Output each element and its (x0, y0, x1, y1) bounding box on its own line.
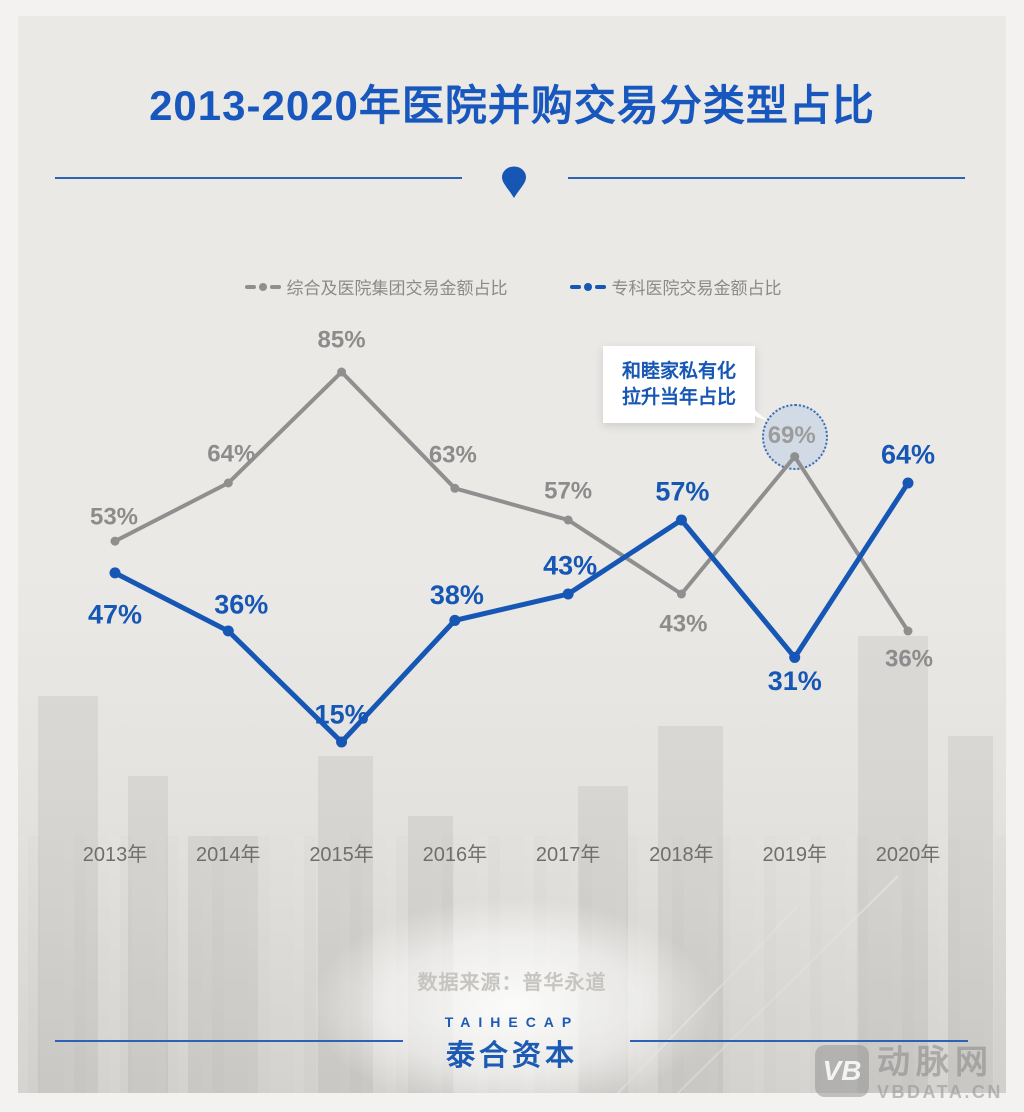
data-label: 43% (543, 550, 597, 580)
data-point (223, 478, 233, 488)
legend-item-comprehensive: 综合及医院集团交易金额占比 (243, 274, 508, 299)
footer-glow (233, 856, 793, 1093)
legend-label: 综合及医院集团交易金额占比 (286, 279, 508, 298)
teardrop-icon (502, 166, 526, 198)
x-axis-label: 2019年 (762, 844, 827, 866)
series-line-comprehensive (114, 369, 910, 633)
x-axis: 2013年 2014年 2015年 2016年 2017年 2018年 2019年 2020年 (18, 838, 1006, 866)
data-point (562, 588, 574, 600)
gray-dash-icon (269, 284, 281, 289)
data-label: 57% (655, 476, 709, 506)
vbdata-watermark: VB 动脉网 VBDATA.CN (815, 1043, 1003, 1103)
data-point (110, 536, 120, 546)
data-label: 38% (430, 580, 484, 610)
taihecap-logo-en: TAIHECAP (444, 1014, 580, 1030)
divider-line-right (568, 177, 965, 179)
chart-legend: 综合及医院集团交易金额占比 专科医院交易金额占比 (18, 274, 1006, 299)
x-axis-label: 2015年 (309, 844, 374, 866)
data-point (337, 367, 347, 377)
divider-line-left (55, 177, 462, 179)
vbdata-site: VBDATA.CN (877, 1081, 1003, 1102)
page-title: 2013-2020年医院并购交易分类型占比 (149, 82, 875, 129)
annotation-line2: 拉升当年占比 (621, 386, 736, 408)
data-point (902, 477, 914, 489)
taihecap-logo-cn: 泰合资本 (445, 1040, 578, 1072)
data-label: 36% (885, 645, 933, 672)
blue-dash-icon (594, 284, 606, 289)
footer-line-right (630, 1040, 968, 1042)
vb-logo-icon: VB (815, 1045, 869, 1097)
legend-label: 专科医院交易金额占比 (611, 279, 782, 298)
data-label: 36% (214, 589, 268, 619)
x-axis-label: 2014年 (196, 844, 261, 866)
data-source-note: 数据来源：普华永道 (417, 972, 607, 994)
data-point (109, 567, 121, 579)
infographic-card: 2013-2020年医院并购交易分类型占比 综合及医院集团交易金额占比 专科医院… (18, 16, 1006, 1093)
line-chart: 53% 64% 85% 63% 57% 43% 69% 36% 47% 36% 15% 38% 43% 5… (88, 326, 935, 748)
data-label: 69% (768, 422, 816, 449)
data-label: 64% (881, 439, 935, 469)
data-point (222, 625, 234, 637)
blue-dash-icon (569, 284, 581, 289)
data-point (449, 614, 461, 626)
data-label: 57% (544, 477, 592, 504)
annotation-callout: 和睦家私有化 拉升当年占比 (603, 346, 768, 423)
data-label: 63% (429, 442, 477, 469)
vb-texts: 动脉网 VBDATA.CN (877, 1043, 1003, 1103)
data-point (563, 515, 573, 525)
data-label: 15% (315, 699, 369, 729)
data-label: 85% (318, 326, 366, 353)
data-label: 53% (90, 504, 138, 531)
x-axis-label: 2020年 (875, 844, 941, 866)
data-point (676, 589, 686, 599)
footer-line-left (55, 1040, 403, 1042)
x-axis-label: 2018年 (649, 844, 714, 866)
x-axis-label: 2017年 (535, 844, 601, 866)
series-line-specialty (113, 481, 911, 746)
gray-dot-icon (258, 282, 267, 291)
annotation-line1: 和睦家私有化 (621, 360, 736, 382)
data-point (790, 452, 800, 462)
x-axis-label: 2016年 (422, 844, 488, 866)
taihecap-logo: TAIHECAP 泰合资本 (18, 1014, 1006, 1074)
data-point (675, 514, 687, 526)
data-label: 64% (207, 440, 255, 467)
data-label: 43% (659, 610, 707, 637)
data-point (336, 736, 348, 748)
x-axis-label: 2013年 (82, 844, 148, 866)
blue-dot-icon (583, 282, 592, 291)
data-point (789, 651, 801, 663)
data-point (450, 483, 460, 493)
data-point (903, 626, 913, 636)
data-label: 31% (768, 666, 822, 696)
data-label: 47% (88, 599, 142, 629)
gray-dash-icon (244, 284, 256, 289)
vbdata-name: 动脉网 (877, 1043, 994, 1080)
legend-item-specialty: 专科医院交易金额占比 (568, 274, 782, 299)
